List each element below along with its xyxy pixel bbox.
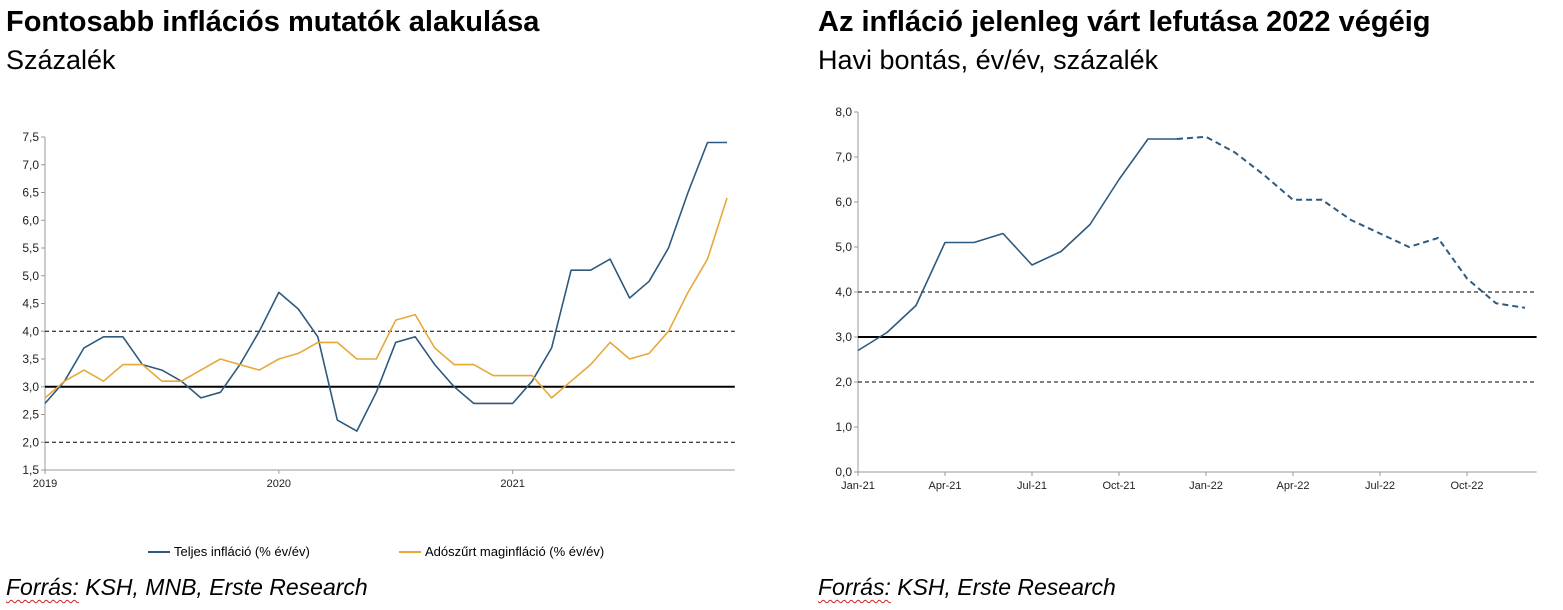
right-line-chart: 0,0 1,0 2,0 3,0 4,0 5,0 6,0 7,0 8,0 Jan-21 Apr-21 J… bbox=[835, 105, 1537, 492]
y-tick-label: 6,0 bbox=[22, 213, 39, 227]
source-note: Forrás: KSH, MNB, Erste Research bbox=[6, 574, 368, 601]
source-note: Forrás: KSH, Erste Research bbox=[818, 574, 1116, 601]
series-line-1-0 bbox=[857, 138, 1177, 352]
x-tick-label: 2020 bbox=[267, 478, 291, 490]
x-tick-label: Jan-21 bbox=[841, 480, 875, 492]
y-tick-label: 1,5 bbox=[22, 463, 39, 477]
legend-swatch-total bbox=[148, 550, 170, 553]
y-tick-label: 7,5 bbox=[22, 130, 39, 144]
x-tick-label: Jul-21 bbox=[1017, 480, 1047, 492]
series-line-1-1 bbox=[1176, 135, 1526, 309]
y-tick-label: 2,0 bbox=[835, 375, 852, 389]
x-tick-label: Oct-21 bbox=[1102, 480, 1135, 492]
x-tick-label: Apr-22 bbox=[1276, 480, 1309, 492]
y-tick-label: 0,0 bbox=[835, 465, 852, 479]
x-tick-label: Jul-22 bbox=[1365, 480, 1395, 492]
legend-label-total: Teljes infláció (% év/év) bbox=[174, 544, 310, 559]
source-prefix: Forrás: bbox=[6, 574, 79, 600]
chart-title: Az infláció jelenleg várt lefutása 2022 … bbox=[818, 6, 1431, 38]
x-tick-label: Apr-21 bbox=[928, 480, 961, 492]
y-tick-label: 6,5 bbox=[22, 186, 39, 200]
y-tick-label: 7,0 bbox=[22, 158, 39, 172]
y-tick-label: 7,0 bbox=[835, 150, 852, 164]
series-line-0-1 bbox=[44, 197, 728, 399]
y-tick-label: 4,0 bbox=[22, 324, 39, 338]
y-tick-label: 3,0 bbox=[835, 330, 852, 344]
chart-subtitle: Százalék bbox=[6, 45, 116, 75]
x-tick-label: Jan-22 bbox=[1189, 480, 1223, 492]
y-tick-label: 4,0 bbox=[835, 285, 852, 299]
chart-subtitle: Havi bontás, év/év, százalék bbox=[818, 45, 1159, 75]
left-chart-panel: Fontosabb inflációs mutatók alakulása Sz… bbox=[0, 0, 780, 610]
y-tick-label: 5,0 bbox=[835, 240, 852, 254]
y-tick-label: 2,0 bbox=[22, 435, 39, 449]
legend-item-core: Adószűrt maginfláció (% év/év) bbox=[399, 544, 604, 559]
right-chart-panel: Az infláció jelenleg várt lefutása 2022 … bbox=[812, 0, 1563, 610]
y-tick-label: 6,0 bbox=[835, 195, 852, 209]
x-tick-label: 2019 bbox=[33, 478, 57, 490]
y-tick-label: 8,0 bbox=[835, 105, 852, 119]
x-tick-label: Oct-22 bbox=[1450, 480, 1483, 492]
legend-label-core: Adószűrt maginfláció (% év/év) bbox=[425, 544, 605, 559]
y-tick-label: 5,5 bbox=[22, 241, 39, 255]
y-tick-label: 1,0 bbox=[835, 420, 852, 434]
y-tick-label: 3,0 bbox=[22, 380, 39, 394]
y-tick-label: 3,5 bbox=[22, 352, 39, 366]
series-line-0-0 bbox=[44, 141, 727, 432]
chart-title: Fontosabb inflációs mutatók alakulása bbox=[6, 6, 540, 38]
legend-item-total: Teljes infláció (% év/év) bbox=[148, 544, 310, 559]
source-text: KSH, Erste Research bbox=[890, 574, 1116, 600]
x-tick-label: 2021 bbox=[500, 478, 524, 490]
y-tick-label: 4,5 bbox=[22, 297, 39, 311]
left-line-chart: 1,5 2,0 2,5 3,0 3,5 4,0 4,5 5,0 5,5 6,0 6,5 7,0 7,5 2… bbox=[22, 130, 735, 490]
legend-swatch-core bbox=[399, 550, 421, 553]
source-text: KSH, MNB, Erste Research bbox=[78, 574, 368, 600]
y-tick-label: 5,0 bbox=[22, 269, 39, 283]
source-prefix: Forrás: bbox=[818, 574, 891, 600]
y-tick-label: 2,5 bbox=[22, 408, 39, 422]
